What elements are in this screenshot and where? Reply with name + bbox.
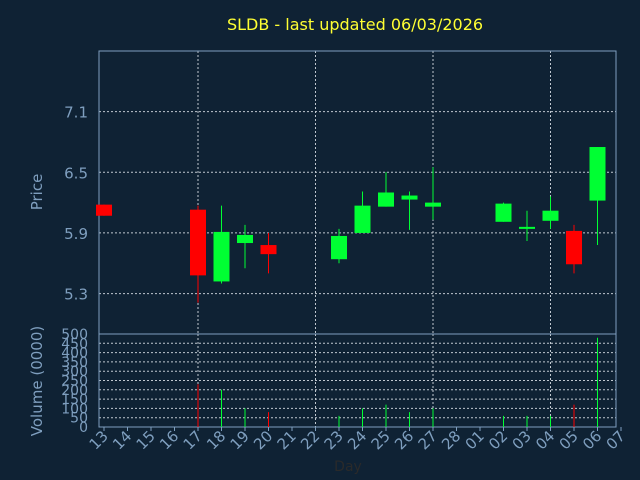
price-tick-label: 7.1 bbox=[64, 104, 88, 122]
y-axis-label: Price bbox=[28, 174, 46, 211]
volume-tick-label: 500 bbox=[61, 327, 88, 343]
volume-tick-label: 100 bbox=[61, 401, 88, 417]
candle-body bbox=[542, 210, 559, 221]
volume-axis-label: Volume (0000) bbox=[28, 326, 46, 436]
candle-body bbox=[260, 245, 277, 255]
candle-body bbox=[378, 192, 394, 207]
candle-body bbox=[589, 147, 606, 201]
x-axis-label: Day bbox=[334, 459, 362, 475]
candle-body bbox=[190, 209, 206, 276]
candle-body bbox=[213, 231, 230, 282]
price-tick-labels: 5.3 5.9 6.5 7.1 bbox=[64, 104, 88, 304]
price-tick-label: 5.9 bbox=[64, 225, 88, 243]
candle-body bbox=[331, 235, 347, 260]
volume-tick-label: 150 bbox=[61, 392, 88, 408]
volume-bars bbox=[197, 337, 598, 427]
volume-tick-label: 0 bbox=[79, 420, 88, 436]
volume-tick-label: 200 bbox=[61, 383, 88, 399]
chart-title: SLDB - last updated 06/03/2026 bbox=[227, 15, 483, 34]
volume-tick-label: 450 bbox=[61, 336, 88, 352]
price-tick-label: 6.5 bbox=[64, 164, 88, 182]
volume-tick-label: 50 bbox=[70, 411, 88, 427]
candle-body bbox=[354, 205, 371, 233]
candle-body bbox=[96, 204, 112, 216]
volume-tick-label: 250 bbox=[61, 374, 88, 390]
candle-body bbox=[495, 203, 512, 222]
candle-body bbox=[237, 234, 253, 244]
volume-tick-label: 400 bbox=[61, 346, 88, 362]
candle-body bbox=[566, 230, 582, 265]
candle-body bbox=[401, 195, 418, 200]
candle-body bbox=[425, 202, 441, 207]
x-tick-labels: 1314151617181920212223242526272801020304… bbox=[86, 427, 629, 453]
volume-tick-label: 350 bbox=[61, 355, 88, 371]
candles bbox=[96, 147, 606, 303]
price-tick-label: 5.3 bbox=[64, 286, 88, 304]
volume-panel-frame bbox=[98, 333, 617, 428]
volume-tick-label: 300 bbox=[61, 364, 88, 380]
candle-body bbox=[519, 226, 535, 229]
